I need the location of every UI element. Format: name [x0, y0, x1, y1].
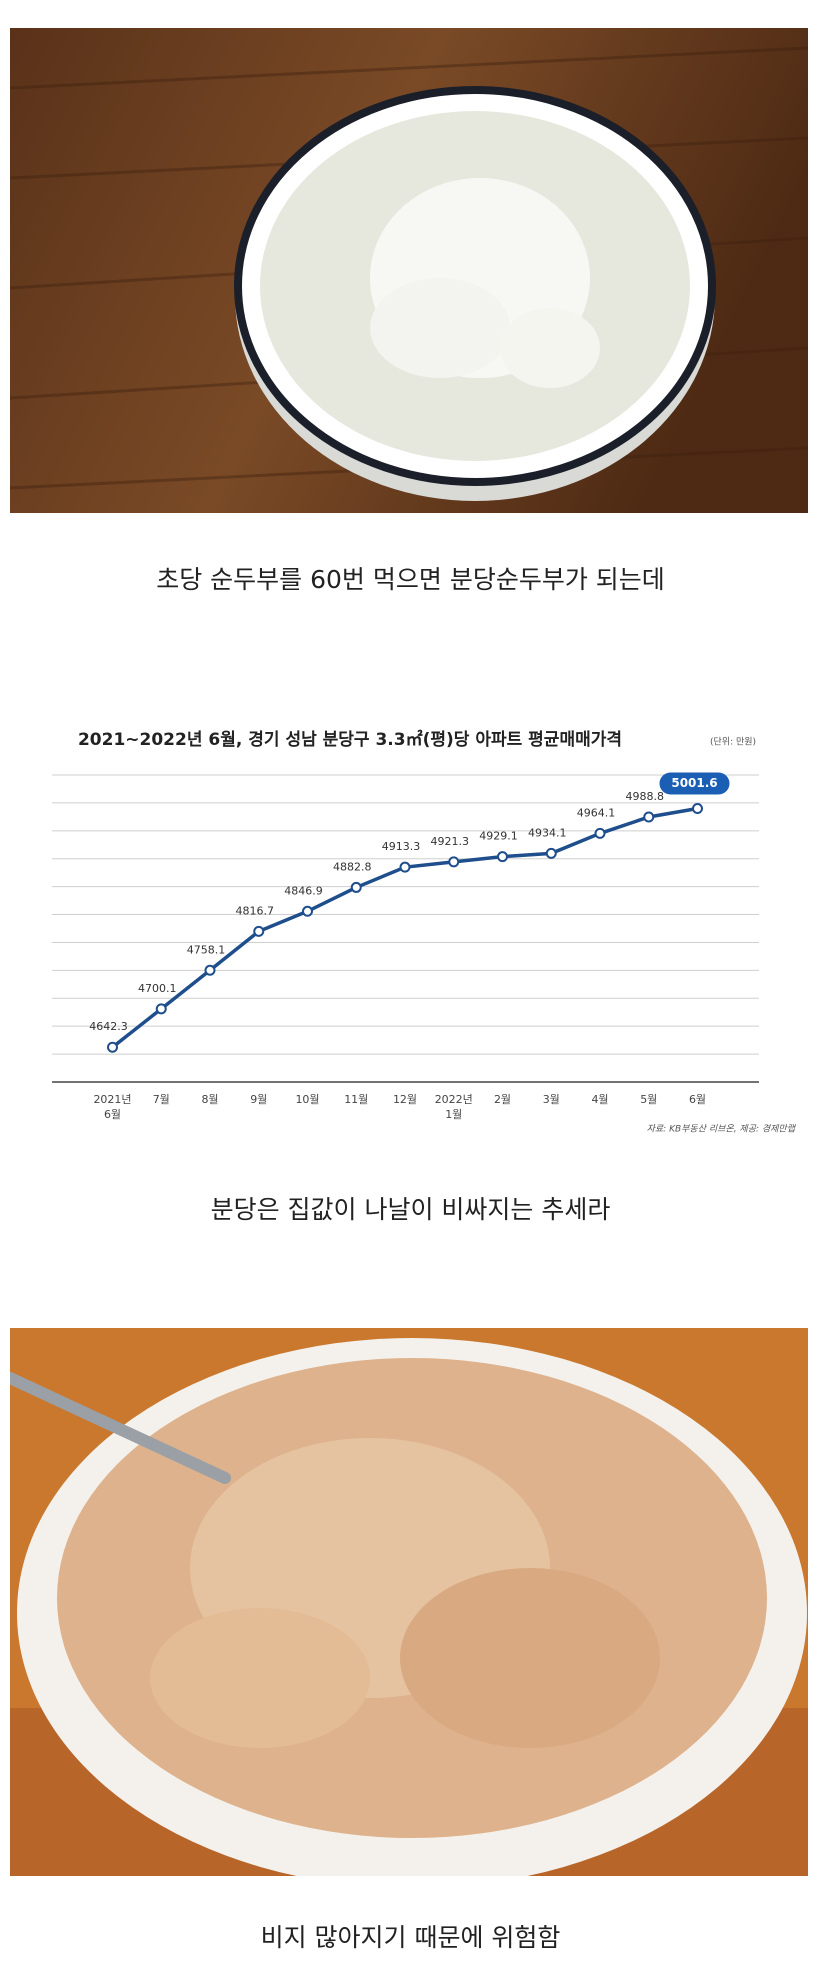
point — [692, 802, 703, 814]
chart-unit: (단위: 만원) — [710, 737, 756, 748]
x-tick-label: 8월 — [201, 1093, 219, 1106]
value-label: 4642.3 — [89, 1020, 128, 1033]
value-label: 4988.8 — [626, 790, 665, 803]
point — [497, 851, 508, 863]
value-label: 4934.1 — [528, 826, 567, 839]
chart-source: 자료: KB부동산 리브온, 제공: 경제만랩 — [647, 1124, 797, 1135]
point — [545, 847, 557, 859]
value-label: 4921.3 — [431, 835, 470, 848]
caption: 비지 많아지기 때문에 위험함 — [260, 1923, 561, 1952]
point — [204, 964, 216, 976]
point — [399, 861, 411, 873]
value-label: 4816.7 — [236, 904, 275, 917]
point — [350, 881, 362, 893]
value-label: 4700.1 — [138, 982, 177, 995]
x-tick-label: 10월 — [295, 1093, 320, 1106]
biji-photo — [10, 1328, 808, 1876]
x-tick-label: 3월 — [542, 1093, 560, 1106]
x-tick-label: 9월 — [250, 1093, 268, 1106]
point — [107, 1041, 118, 1053]
chart-title: 2021~2022년 6월, 경기 성남 분당구 3.3㎡(평)당 아파트 평균… — [78, 729, 622, 750]
value-label: 4846.9 — [284, 884, 323, 897]
x-tick-label: 5월 — [640, 1093, 658, 1106]
point — [594, 827, 606, 839]
x-tick-label: 6월 — [688, 1093, 707, 1106]
point — [302, 905, 313, 917]
point — [643, 811, 655, 823]
x-tick-label: 2021년 6월 — [93, 1093, 132, 1121]
caption: 분당은 집값이 나날이 비싸지는 추세라 — [210, 1195, 611, 1224]
value-label: 4929.1 — [479, 830, 518, 843]
value-highlight — [659, 772, 730, 795]
tofu-photo — [10, 28, 808, 513]
caption: 초당 순두부를 60번 먹으면 분당순두부가 되는데 — [156, 565, 665, 594]
point — [448, 856, 460, 868]
value-label: 4913.3 — [382, 840, 421, 853]
x-tick-label: 4월 — [591, 1093, 609, 1106]
point — [155, 1003, 167, 1015]
x-tick-label: 7월 — [152, 1093, 170, 1106]
chart: 2021~2022년 6월, 경기 성남 분당구 3.3㎡(평)당 아파트 평균… — [52, 729, 797, 1135]
value-label: 4964.1 — [577, 806, 616, 819]
x-tick-label: 12월 — [392, 1093, 418, 1106]
x-tick-label: 2022년 1월 — [434, 1093, 473, 1121]
chart-image: 2021~2022년 6월, 경기 성남 분당구 3.3㎡(평)당 아파트 평균… — [10, 698, 808, 1140]
x-tick-label: 2월 — [493, 1093, 512, 1106]
value-label: 4882.8 — [333, 860, 372, 873]
point — [253, 925, 265, 937]
value-label: 4758.1 — [187, 943, 226, 956]
x-tick-label: 11월 — [344, 1093, 369, 1106]
value-label: 5001.6 — [671, 776, 717, 790]
